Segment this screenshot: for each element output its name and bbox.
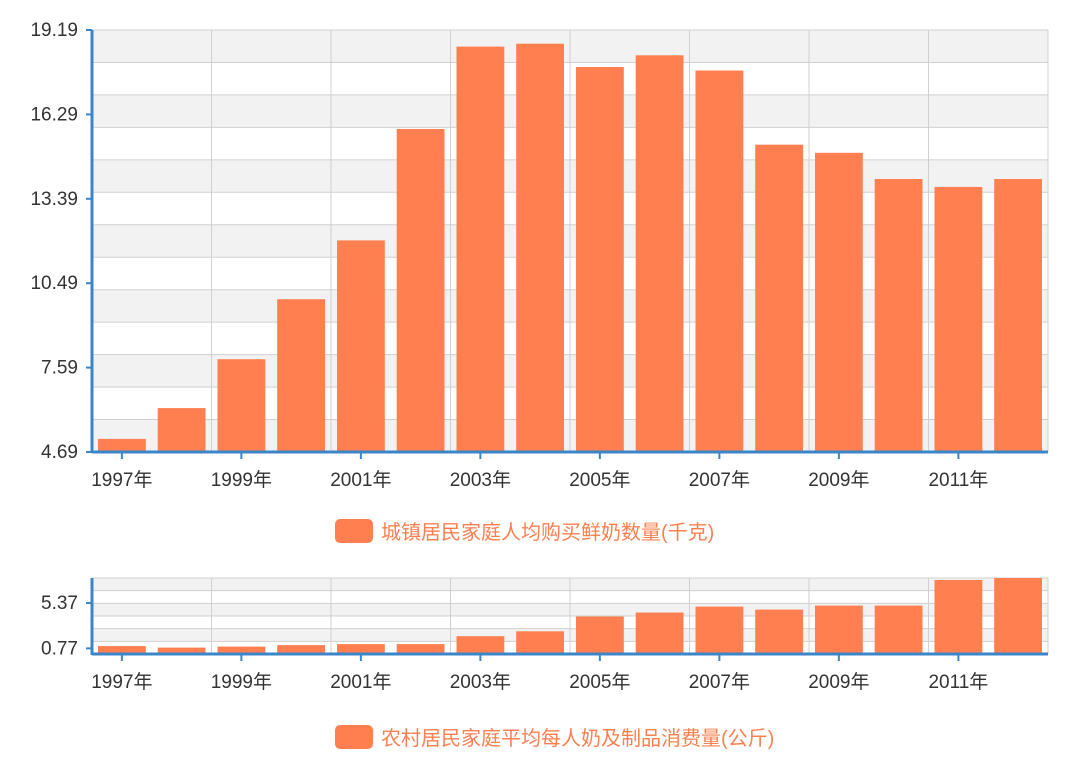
bar-2003年[interactable]	[456, 636, 505, 654]
bar-2009年[interactable]	[815, 152, 863, 453]
axes	[90, 578, 1048, 656]
y-tick-label: 7.59	[41, 358, 78, 379]
bar-2006年[interactable]	[635, 55, 684, 453]
bar-2012年[interactable]	[994, 578, 1042, 654]
bar-1999年[interactable]	[217, 359, 266, 452]
x-tick-label: 2007年	[689, 469, 750, 491]
bar-2011年[interactable]	[934, 580, 983, 654]
bar-1998年[interactable]	[157, 408, 206, 452]
x-tick-label: 2011年	[928, 469, 988, 491]
bar-2000年[interactable]	[277, 299, 325, 452]
x-tick-label: 2009年	[808, 671, 869, 693]
bar-2010年[interactable]	[874, 179, 923, 452]
x-tick-label: 2001年	[330, 469, 391, 491]
x-tick-label: 1997年	[91, 671, 152, 693]
y-tick-label: 13.39	[30, 189, 78, 210]
legend[interactable]: 农村居民家庭平均每人奶及制品消费量(公斤)	[335, 725, 774, 750]
y-tick-label: 5.37	[41, 593, 78, 614]
y-tick-label: 10.49	[30, 273, 78, 294]
bar-1998年[interactable]	[157, 647, 206, 654]
axes	[90, 30, 1048, 454]
legend-swatch	[335, 519, 373, 543]
y-axis-ticks: 0.77 5.37	[41, 593, 92, 659]
urban-milk-chart: 4.69 7.59 10.49 13.39 16.29 19.19 1997年 1999年 2…	[30, 20, 1049, 544]
y-tick-label: 0.77	[41, 638, 78, 659]
bar-2006年[interactable]	[635, 612, 684, 655]
bar-2012年[interactable]	[994, 179, 1042, 452]
x-tick-label: 2007年	[689, 671, 750, 693]
x-tick-label: 2005年	[569, 671, 630, 693]
bar-2007年[interactable]	[695, 70, 744, 453]
x-tick-label: 1999年	[211, 469, 272, 491]
x-axis-ticks: 1997年 1999年 2001年 2003年 2005年 2007年 2009年 2011年	[91, 654, 988, 693]
legend[interactable]: 城镇居民家庭人均购买鲜奶数量(千克)	[335, 519, 714, 544]
x-tick-label: 2001年	[330, 671, 391, 693]
bar-2003年[interactable]	[456, 46, 505, 452]
x-axis-ticks: 1997年 1999年 2001年 2003年 2005年 2007年 2009年 2011年	[91, 452, 988, 491]
bar-2005年[interactable]	[576, 616, 624, 655]
x-tick-label: 2003年	[450, 671, 511, 693]
y-tick-label: 19.19	[30, 20, 78, 41]
bar-2008年[interactable]	[755, 144, 803, 452]
bar-2011年[interactable]	[934, 186, 983, 452]
bar-2001年[interactable]	[337, 240, 385, 452]
y-axis-ticks: 4.69 7.59 10.49 13.39 16.29 19.19	[30, 20, 92, 463]
bar-2007年[interactable]	[695, 606, 744, 654]
bar-2005年[interactable]	[576, 67, 624, 452]
bar-2002年[interactable]	[396, 129, 445, 452]
bar-1999年[interactable]	[217, 646, 266, 654]
x-tick-label: 2011年	[928, 671, 988, 693]
y-tick-label: 16.29	[30, 104, 78, 125]
legend-label: 城镇居民家庭人均购买鲜奶数量(千克)	[381, 521, 714, 544]
legend-label: 农村居民家庭平均每人奶及制品消费量(公斤)	[381, 727, 774, 750]
y-tick-label: 4.69	[41, 442, 78, 463]
bar-series	[98, 578, 1042, 654]
bar-2010年[interactable]	[874, 605, 923, 654]
bar-2002年[interactable]	[396, 644, 445, 654]
bar-series	[98, 43, 1042, 453]
x-tick-label: 2005年	[569, 469, 630, 491]
legend-swatch	[335, 725, 373, 749]
x-tick-label: 2003年	[450, 469, 511, 491]
bar-2000年[interactable]	[277, 645, 325, 654]
bar-2004年[interactable]	[516, 631, 564, 654]
bar-2001年[interactable]	[337, 644, 385, 654]
x-tick-label: 1997年	[91, 469, 152, 491]
bar-1997年[interactable]	[98, 438, 146, 452]
rural-milk-chart: 0.77 5.37 1997年 1999年 2001年 2003年 2005年 2007年 2…	[41, 577, 1049, 750]
x-tick-label: 1999年	[211, 671, 272, 693]
bar-2009年[interactable]	[815, 605, 863, 654]
x-tick-label: 2009年	[808, 469, 869, 491]
bar-2008年[interactable]	[755, 609, 803, 654]
bar-1997年[interactable]	[98, 646, 146, 654]
bar-2004年[interactable]	[516, 43, 564, 452]
